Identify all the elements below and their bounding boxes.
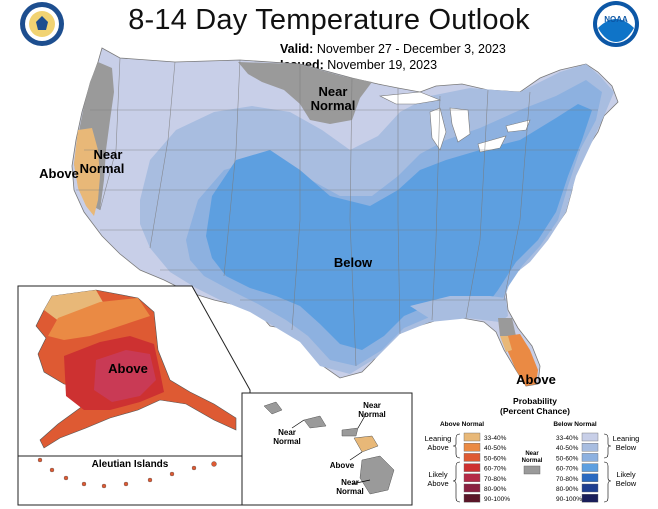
hawaii-island-molokai [341,427,359,437]
alaska-above-70-80 [94,350,156,402]
label-near-normal-north-line1: Near [319,84,348,99]
label-above-alaska: Above [108,361,148,376]
legend-below-swatch-3 [581,453,599,462]
hawaii-island-oahu [303,415,327,429]
valid-dates: Valid: November 27 - December 3, 2023 [280,42,506,56]
label-above-florida: Above [516,372,556,387]
issued-value: November 19, 2023 [327,58,438,72]
label-near-normal-west-line1: Near [94,147,123,162]
legend-near-swatch [523,465,541,475]
noaa-logo-icon: NOAA [593,1,639,47]
valid-value: November 27 - December 3, 2023 [316,42,506,56]
legend-likely-above-line1: Likely [428,470,447,479]
legend-near-line2: Normal [522,458,543,464]
florida-above-normal [506,334,538,386]
legend-above-swatch-7 [463,494,481,503]
legend-below-bin-label-1: 33-40% [556,435,579,442]
label-below-conus: Below [334,255,373,270]
legend-above-swatch-6 [463,483,481,493]
legend-leaning-above-line2: Above [427,443,448,452]
legend-below-swatch-1 [581,432,599,442]
legend-likely-below-line1: Likely [616,470,635,479]
hawaii-island-big-island [359,455,395,495]
label-hawaii-near-3-line2: Normal [336,487,364,496]
hawaii-inset [241,392,413,506]
legend: Probability (Percent Chance) Above Norma… [425,396,640,503]
legend-above-header: Above Normal [440,421,484,428]
legend-below-bin-label-7: 90-100% [556,496,582,503]
legend-leaning-below-line1: Leaning [613,434,640,443]
great-lakes [378,91,531,153]
legend-above-swatch-3 [463,453,481,462]
below-60-70-core [206,104,592,350]
valid-label: Valid: [280,42,314,56]
label-hawaii-near-1-line2: Normal [358,410,386,419]
legend-above-swatch-2 [463,443,481,452]
legend-below-swatch-2 [581,443,599,452]
label-hawaii-near-3-line1: Near [341,478,359,487]
legend-above-swatch-5 [463,473,481,482]
state-borders [76,57,598,367]
map-title: 8-14 Day Temperature Outlook [128,4,530,36]
legend-likely-above-line2: Above [427,479,448,488]
legend-below-swatch-5 [581,473,599,482]
label-aleutian-islands: Aleutian Islands [92,459,169,470]
legend-below-bin-label-5: 70-80% [556,476,579,483]
legend-leaning-below-line2: Below [616,443,637,452]
legend-above-swatch-1 [463,432,481,442]
label-hawaii-near-1-line1: Near [363,401,381,410]
label-near-normal-west-line2: Normal [80,161,125,176]
label-hawaii-near-2-line2: Normal [273,437,301,446]
alaska-inset [17,285,251,506]
florida-near-normal [498,318,516,336]
legend-below-swatch-7 [581,494,599,503]
legend-above-bin-label-3: 50-60% [484,455,507,462]
legend-above-bin-label-4: 60-70% [484,466,507,473]
north-central-near-normal [238,62,372,124]
legend-below-swatches: 33-40% 40-50% 50-60% 60-70% 70-80% 80-90% 90-1… [556,432,599,503]
legend-below-bin-label-3: 50-60% [556,455,579,462]
hawaii-island-kauai [263,401,283,415]
legend-above-bin-label-2: 40-50% [484,445,507,452]
legend-above-swatches: 33-40% 40-50% 50-60% 60-70% 70-80% 80-90% 90-1… [463,432,510,503]
conus-map [71,47,619,387]
legend-braces [452,433,612,503]
florida-above-33-40 [500,336,512,352]
label-hawaii-near-2-line1: Near [278,428,296,437]
legend-near-line1: Near [525,451,539,457]
legend-title-line2: (Percent Chance) [500,406,570,416]
legend-above-bin-label-6: 80-90% [484,486,507,493]
noaa-logo-text: NOAA [604,15,628,24]
legend-below-bin-label-4: 60-70% [556,466,579,473]
southeast-below-40-50 [410,296,508,322]
label-hawaii-above: Above [330,461,355,470]
legend-likely-below-line2: Below [616,479,637,488]
label-above-west: Above [39,166,79,181]
aleutian-islands-dots [37,457,217,489]
legend-above-bin-label-5: 70-80% [484,476,507,483]
legend-leaning-above-line1: Leaning [425,434,452,443]
legend-below-bin-label-2: 40-50% [556,445,579,452]
legend-title-line1: Probability [513,396,557,406]
legend-above-bin-label-7: 90-100% [484,496,510,503]
legend-below-bin-label-6: 80-90% [556,486,579,493]
legend-above-bin-label-1: 33-40% [484,435,507,442]
commerce-seal-icon [20,2,64,46]
legend-above-swatch-4 [463,463,481,472]
legend-below-swatch-6 [581,483,599,493]
alaska-above-33-40 [44,290,104,322]
legend-below-swatch-4 [581,463,599,472]
hawaii-island-maui [353,435,379,453]
label-near-normal-north-line2: Normal [311,98,356,113]
legend-below-header: Below Normal [553,421,597,428]
alaska-above-40-50 [48,298,150,340]
